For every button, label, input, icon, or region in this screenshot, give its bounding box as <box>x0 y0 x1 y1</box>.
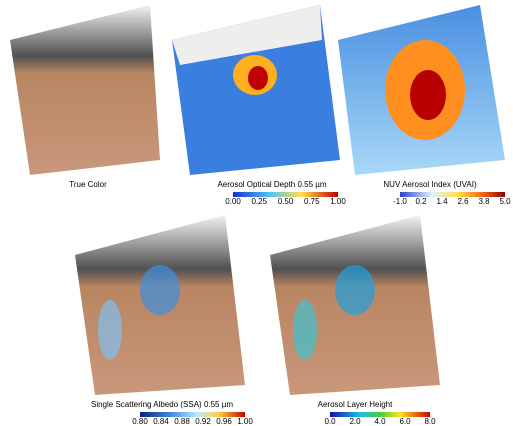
colorbar-tick-label: 0.80 <box>132 417 148 426</box>
true-color-image <box>10 5 160 175</box>
colorbar-tick-label: 0.2 <box>415 197 427 206</box>
colorbar-tick-label: 0.00 <box>225 197 241 206</box>
colorbar <box>233 192 338 197</box>
colorbar-tick-label: 0.25 <box>251 197 267 206</box>
plume <box>248 66 268 90</box>
colorbar-tick-label: 2.6 <box>457 197 469 206</box>
colorbar-tick-label: 1.00 <box>237 417 253 426</box>
plume <box>410 70 446 120</box>
colorbar-tick-label: 0.75 <box>304 197 320 206</box>
panel-title: Single Scattering Albedo (SSA) 0.55 µm <box>91 400 233 409</box>
retrieval <box>335 265 375 315</box>
colorbar-tick-label: 0.84 <box>153 417 169 426</box>
panel-title: True Color <box>69 180 107 189</box>
colorbar-tick-label: 6.0 <box>399 417 411 426</box>
colorbar-tick-label: 1.00 <box>330 197 346 206</box>
colorbar-tick-label: 2.0 <box>349 417 361 426</box>
panel-title: Aerosol Layer Height <box>318 400 393 409</box>
retrieval <box>293 300 317 360</box>
colorbar-tick-label: 3.8 <box>478 197 490 206</box>
colorbar-tick-label: 0.0 <box>324 417 336 426</box>
colorbar-tick-label: 8.0 <box>424 417 436 426</box>
colorbar <box>330 412 430 417</box>
colorbar-tick-label: 4.0 <box>374 417 386 426</box>
retrieval <box>140 265 180 315</box>
colorbar <box>140 412 245 417</box>
colorbar-tick-label: 5.0 <box>499 197 511 206</box>
panel-title: Aerosol Optical Depth 0.55 µm <box>217 180 326 189</box>
colorbar-tick-label: 0.96 <box>216 417 232 426</box>
colorbar-tick-label: 1.4 <box>436 197 448 206</box>
colorbar-tick-label: 0.50 <box>278 197 294 206</box>
colorbar-tick-label: -1.0 <box>393 197 407 206</box>
retrieval <box>98 300 122 360</box>
panel-title: NUV Aerosol Index (UVAI) <box>383 180 477 189</box>
colorbar <box>400 192 505 197</box>
colorbar-tick-label: 0.92 <box>195 417 211 426</box>
cloud <box>172 5 322 65</box>
colorbar-tick-label: 0.88 <box>174 417 190 426</box>
